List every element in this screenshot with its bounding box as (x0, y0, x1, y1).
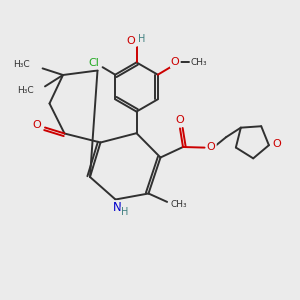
Text: N: N (112, 201, 122, 214)
Text: O: O (175, 115, 184, 125)
Text: O: O (171, 57, 180, 67)
Text: O: O (207, 142, 216, 152)
Text: O: O (32, 120, 41, 130)
Text: Cl: Cl (89, 58, 100, 68)
Text: H₃C: H₃C (17, 86, 34, 95)
Text: H: H (122, 207, 129, 217)
Text: O: O (175, 115, 184, 125)
Text: O: O (272, 139, 281, 149)
Text: O: O (32, 120, 41, 130)
Text: N: N (112, 201, 122, 214)
Text: O: O (127, 36, 136, 46)
Text: O: O (127, 36, 136, 46)
Text: CH₃: CH₃ (191, 58, 208, 67)
Text: O: O (207, 142, 216, 152)
Text: H: H (138, 34, 146, 44)
Text: Cl: Cl (89, 58, 100, 68)
Text: O: O (272, 139, 281, 149)
Text: CH₃: CH₃ (170, 200, 187, 209)
Text: H: H (122, 207, 129, 217)
Text: H: H (138, 34, 146, 44)
Text: H₃C: H₃C (14, 60, 30, 69)
Text: O: O (171, 57, 180, 67)
